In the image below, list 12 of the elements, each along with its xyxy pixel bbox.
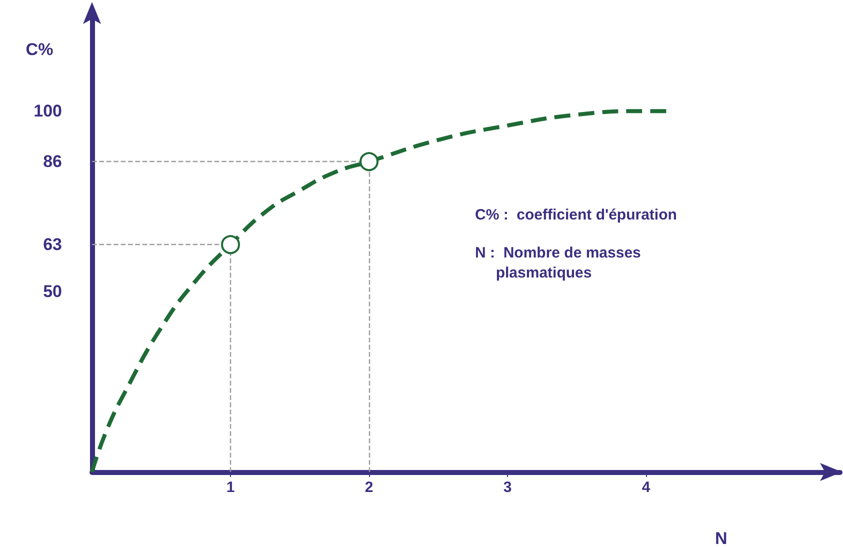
y-tick-label: 63 [43, 235, 62, 254]
x-tick-label: 3 [503, 479, 512, 496]
annotation: C% : coefficient d'épuration [475, 206, 677, 224]
annotation: N : Nombre de masses plasmatiques [475, 244, 641, 282]
y-axis-title: C% [26, 40, 54, 59]
x-axis-title: N [715, 529, 728, 547]
y-tick-label: 50 [43, 282, 62, 302]
x-tick-label: 1 [226, 479, 235, 496]
y-tick-label: 100 [34, 102, 62, 121]
x-tick-label: 4 [642, 479, 651, 496]
x-tick-label: 2 [364, 479, 374, 496]
y-tick-label: 86 [43, 152, 62, 172]
